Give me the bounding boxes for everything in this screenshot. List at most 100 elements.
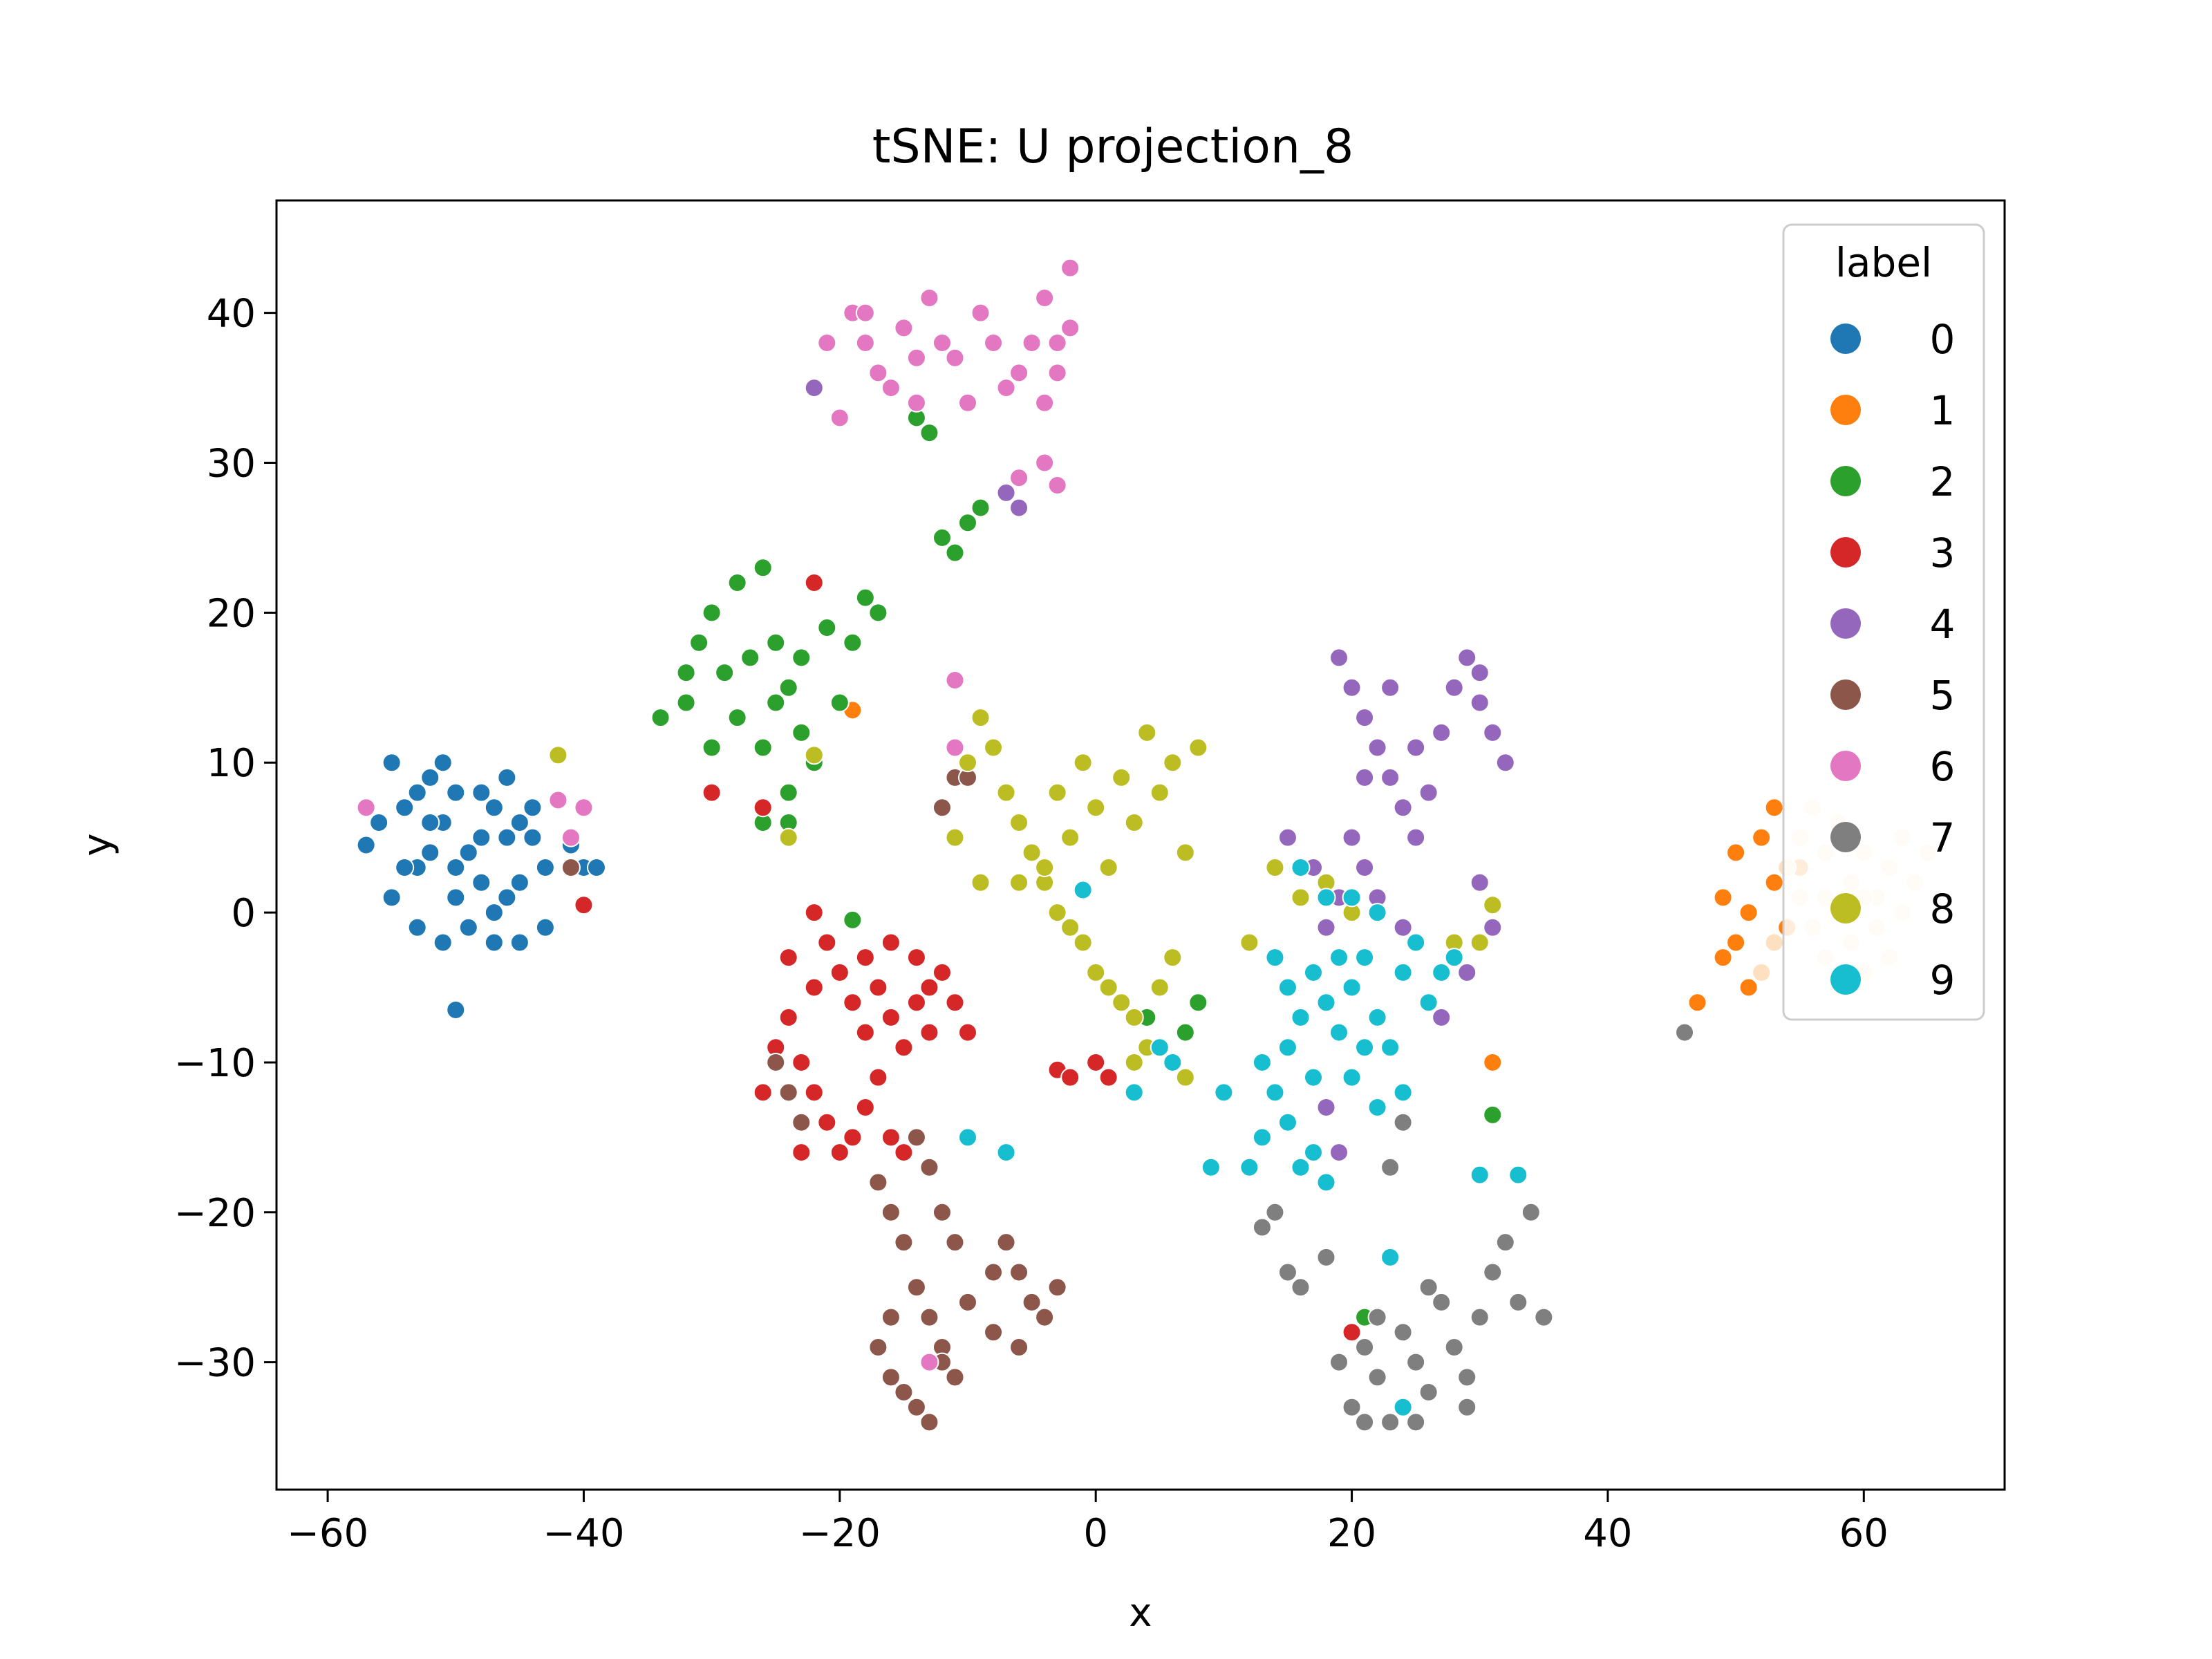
data-point bbox=[1367, 1307, 1387, 1327]
data-point bbox=[1035, 1307, 1055, 1327]
legend-label: 3 bbox=[1930, 529, 1956, 577]
data-point bbox=[1009, 468, 1029, 488]
data-point bbox=[1432, 1292, 1452, 1312]
legend-marker bbox=[1830, 608, 1861, 639]
data-point bbox=[868, 603, 888, 623]
data-point bbox=[1329, 1143, 1349, 1163]
data-point bbox=[778, 1007, 798, 1027]
data-point bbox=[958, 753, 977, 773]
data-point bbox=[778, 677, 798, 697]
data-point bbox=[919, 288, 939, 308]
data-point bbox=[894, 1038, 914, 1058]
data-point bbox=[766, 632, 786, 653]
legend-items: 0 1 2 3 4 5 6 7 8 9 bbox=[1830, 316, 1955, 1004]
legend-label: 8 bbox=[1930, 885, 1956, 932]
data-point bbox=[1432, 722, 1452, 742]
data-point bbox=[1752, 827, 1772, 847]
y-tick-label: 30 bbox=[207, 442, 256, 487]
data-point bbox=[1342, 977, 1362, 997]
data-point bbox=[1009, 812, 1029, 832]
data-point bbox=[804, 977, 824, 997]
data-point bbox=[817, 932, 837, 953]
data-point bbox=[1022, 333, 1042, 353]
data-point bbox=[369, 812, 389, 832]
data-point bbox=[804, 903, 824, 923]
data-point bbox=[830, 962, 850, 982]
data-point bbox=[855, 1098, 875, 1118]
data-point bbox=[1060, 318, 1080, 338]
data-point bbox=[702, 782, 722, 803]
data-point bbox=[1355, 767, 1375, 787]
data-point bbox=[804, 745, 824, 765]
data-point bbox=[1150, 782, 1170, 803]
data-point bbox=[715, 663, 735, 683]
data-point bbox=[919, 1022, 939, 1042]
data-point bbox=[894, 1143, 914, 1163]
series-0 bbox=[356, 753, 606, 1020]
x-axis-ticks: −60 −40 −20 0 20 40 60 bbox=[287, 1490, 1888, 1556]
data-point bbox=[1239, 932, 1259, 953]
data-point bbox=[1534, 1307, 1554, 1327]
data-point bbox=[932, 333, 952, 353]
data-point bbox=[523, 827, 543, 847]
data-point bbox=[919, 1157, 939, 1177]
data-point bbox=[1355, 858, 1375, 878]
data-point bbox=[1355, 948, 1375, 968]
data-point bbox=[804, 1082, 824, 1103]
data-point bbox=[906, 348, 926, 368]
data-point bbox=[1406, 1352, 1426, 1372]
data-point bbox=[1483, 1262, 1503, 1282]
data-point bbox=[407, 782, 427, 803]
data-point bbox=[509, 812, 529, 832]
data-point bbox=[1713, 888, 1733, 908]
data-point bbox=[1112, 767, 1132, 787]
data-point bbox=[881, 1007, 901, 1027]
data-point bbox=[778, 1082, 798, 1103]
series-4 bbox=[804, 378, 1515, 1163]
data-point bbox=[727, 572, 747, 592]
data-point bbox=[1214, 1082, 1234, 1103]
data-point bbox=[1291, 1277, 1311, 1297]
data-point bbox=[1380, 1038, 1400, 1058]
data-point bbox=[1277, 827, 1297, 847]
data-point bbox=[753, 738, 773, 758]
data-point bbox=[1355, 1337, 1375, 1357]
data-point bbox=[1393, 917, 1413, 937]
data-point bbox=[1355, 1412, 1375, 1432]
chart-title: tSNE: U projection_8 bbox=[872, 120, 1353, 174]
data-point bbox=[1418, 1382, 1438, 1403]
data-point bbox=[1470, 932, 1490, 953]
data-point bbox=[1175, 843, 1195, 863]
data-point bbox=[471, 827, 491, 847]
data-point bbox=[855, 588, 875, 608]
data-point bbox=[497, 827, 517, 847]
data-point bbox=[1495, 1232, 1515, 1253]
data-point bbox=[676, 693, 696, 713]
data-point bbox=[586, 858, 606, 878]
data-point bbox=[1483, 1105, 1503, 1125]
data-point bbox=[1380, 1247, 1400, 1267]
data-point bbox=[1124, 812, 1144, 832]
data-point bbox=[1035, 858, 1055, 878]
data-point bbox=[1112, 993, 1132, 1013]
data-point bbox=[1393, 1397, 1413, 1417]
data-point bbox=[830, 408, 850, 428]
data-point bbox=[1304, 962, 1323, 982]
data-point bbox=[702, 738, 722, 758]
data-point bbox=[1047, 363, 1067, 383]
y-tick-label: 0 bbox=[231, 891, 256, 936]
data-point bbox=[458, 917, 478, 937]
data-point bbox=[433, 753, 453, 773]
data-point bbox=[1393, 1112, 1413, 1132]
x-tick-label: −60 bbox=[287, 1511, 368, 1556]
data-point bbox=[1265, 948, 1285, 968]
data-point bbox=[1418, 782, 1438, 803]
data-point bbox=[458, 843, 478, 863]
data-point bbox=[1073, 880, 1093, 900]
data-point bbox=[1316, 993, 1336, 1013]
data-point bbox=[894, 1232, 914, 1253]
data-point bbox=[1086, 1052, 1106, 1072]
data-point bbox=[1009, 1262, 1029, 1282]
data-point bbox=[881, 378, 901, 398]
legend-marker bbox=[1830, 893, 1861, 924]
